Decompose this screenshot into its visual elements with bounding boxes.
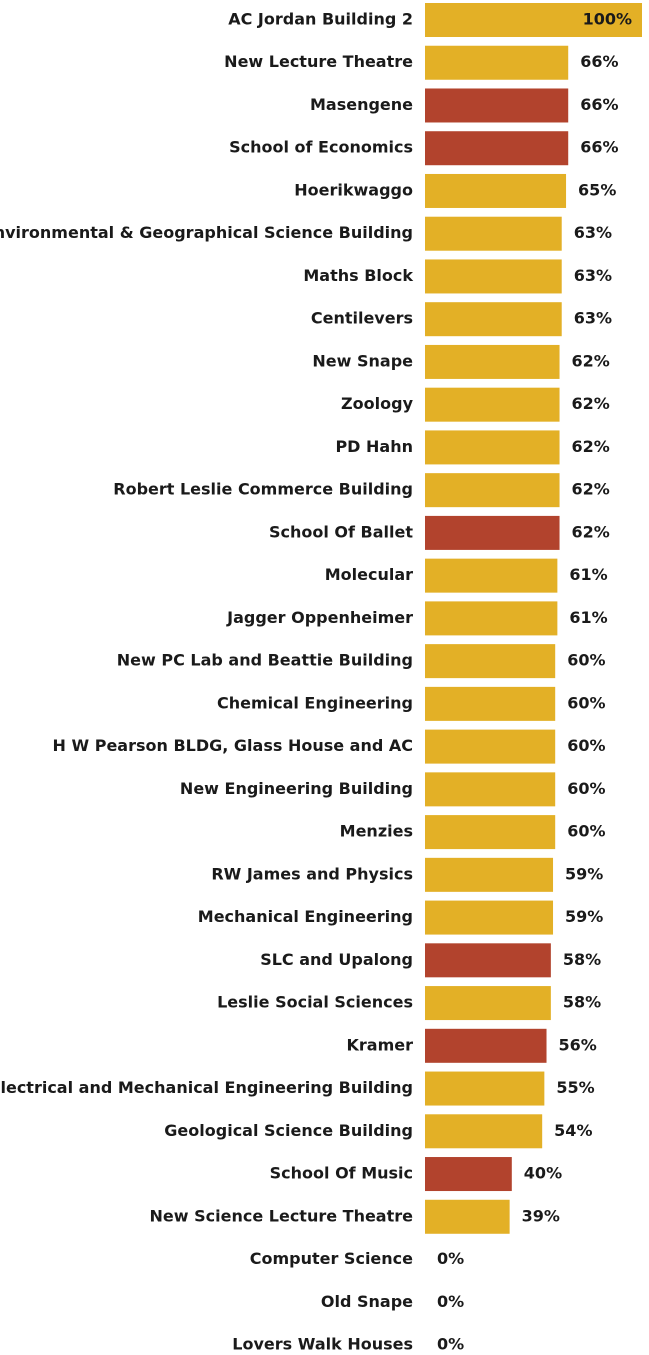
bar [425, 473, 560, 508]
category-label: Geological Science Building [164, 1121, 413, 1140]
value-label: 61% [569, 565, 607, 584]
category-label: Chemical Engineering [217, 693, 413, 712]
value-label: 62% [572, 437, 610, 456]
category-label: Leslie Social Sciences [217, 993, 413, 1012]
category-label: SLC and Upalong [260, 950, 413, 969]
category-label: Kramer [347, 1035, 414, 1054]
bar [425, 131, 569, 166]
category-label: Jagger Oppenheimer [226, 608, 413, 627]
category-label: Molecular [325, 565, 413, 584]
category-label: New Snape [312, 351, 413, 370]
bar [425, 344, 560, 379]
bar [425, 302, 562, 337]
value-label: 60% [567, 779, 605, 798]
bar [425, 387, 560, 422]
bar [425, 986, 551, 1021]
value-label: 63% [574, 223, 612, 242]
bar [425, 430, 560, 465]
category-label: New Lecture Theatre [224, 52, 413, 71]
value-label: 63% [574, 266, 612, 285]
category-label: Computer Science [250, 1249, 413, 1268]
value-label: 60% [567, 693, 605, 712]
value-label: 54% [554, 1121, 592, 1140]
bar [425, 173, 567, 208]
category-label: Mechanical Engineering [198, 907, 413, 926]
category-label: PD Hahn [335, 437, 413, 456]
bar [425, 1199, 510, 1234]
value-label: 39% [522, 1206, 560, 1225]
category-label: Masengene [310, 95, 413, 114]
value-label: 40% [524, 1164, 562, 1183]
category-label: School Of Ballet [269, 522, 413, 541]
category-label: Lovers Walk Houses [232, 1335, 413, 1354]
bar [425, 1114, 543, 1149]
bar [425, 686, 556, 721]
category-label: H W Pearson BLDG, Glass House and AC [53, 736, 413, 755]
bar [425, 3, 642, 37]
category-label: Old Snape [321, 1292, 413, 1311]
value-label: 65% [578, 180, 616, 199]
category-label: New Science Lecture Theatre [150, 1206, 414, 1225]
value-label: 66% [580, 95, 618, 114]
value-label: 66% [580, 52, 618, 71]
value-label: 60% [567, 651, 605, 670]
value-label: 66% [580, 138, 618, 157]
bar [425, 900, 554, 935]
bar [425, 644, 556, 679]
category-label: Centilevers [311, 309, 413, 328]
value-label: 60% [567, 822, 605, 841]
bar [425, 558, 558, 593]
value-label: 59% [565, 864, 603, 883]
category-label: AC Jordan Building 2 [228, 10, 413, 29]
value-label: 62% [572, 394, 610, 413]
value-label: 56% [559, 1035, 597, 1054]
value-label: 59% [565, 907, 603, 926]
value-label: 0% [437, 1249, 464, 1268]
bar [425, 857, 554, 892]
bar [425, 1071, 545, 1106]
bar [425, 943, 551, 978]
bar [425, 515, 560, 550]
value-label: 62% [572, 351, 610, 370]
bar [425, 88, 569, 123]
bar [425, 216, 562, 251]
value-label: 63% [574, 309, 612, 328]
bar [425, 259, 562, 294]
value-label: 61% [569, 608, 607, 627]
value-label: 60% [567, 736, 605, 755]
category-label: Electrical and Mechanical Engineering Bu… [0, 1078, 413, 1097]
category-label: New Engineering Building [180, 779, 413, 798]
category-label: RW James and Physics [211, 864, 413, 883]
category-label: Hoerikwaggo [294, 180, 413, 199]
category-label: School of Economics [229, 138, 413, 157]
category-label: Menzies [340, 822, 413, 841]
bar [425, 1028, 547, 1063]
category-label: School Of Music [270, 1164, 413, 1183]
category-label: New PC Lab and Beattie Building [117, 651, 413, 670]
category-label: Zoology [341, 394, 414, 413]
value-label: 100% [583, 10, 632, 29]
category-label: Robert Leslie Commerce Building [113, 480, 413, 499]
bar [425, 729, 556, 764]
category-label: Environmental & Geographical Science Bui… [0, 223, 413, 242]
value-label: 62% [572, 480, 610, 499]
bar [425, 1157, 512, 1192]
bar [425, 45, 569, 80]
bar [425, 601, 558, 636]
bar [425, 772, 556, 807]
category-label: Maths Block [303, 266, 413, 285]
bar [425, 815, 556, 850]
value-label: 0% [437, 1335, 464, 1354]
value-label: 0% [437, 1292, 464, 1311]
value-label: 58% [563, 993, 601, 1012]
value-label: 55% [556, 1078, 594, 1097]
value-label: 58% [563, 950, 601, 969]
value-label: 62% [572, 522, 610, 541]
